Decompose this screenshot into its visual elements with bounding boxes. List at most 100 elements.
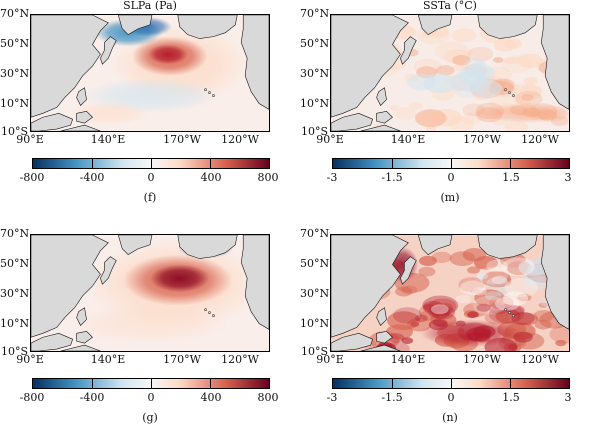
panel-letter: (g) [142,411,158,424]
colorbar-label: -1.5 [381,391,403,404]
anomaly-patch [451,28,477,43]
anomaly-patch [482,271,512,288]
anomaly-patch [458,277,485,293]
anomaly-patch [494,296,520,311]
anomaly-patch [517,293,532,302]
island [504,88,507,92]
anomaly-patch [423,74,458,94]
anomaly-patch [467,266,481,274]
map-slp-f [30,14,270,132]
map-svg [331,235,569,351]
lon-label: 90°E [316,133,344,146]
anomaly-patch [409,101,423,110]
lat-label: 10°N [300,97,330,110]
colorbar-label: 800 [257,171,279,184]
anomaly-patch [533,310,555,322]
anomaly-patch [486,277,509,290]
colorbar-label: 3 [564,171,572,184]
anomaly-patch [516,312,539,326]
panel-title: SSTa (°C) [423,0,477,12]
colorbar-label: -3 [326,391,338,404]
lat-label: 30°N [300,67,330,80]
lat-label: 70°N [0,7,30,20]
anomaly-patch [426,126,437,131]
landmass [376,111,393,124]
landmass [417,235,453,256]
lon-label: 90°E [16,133,44,146]
anomaly-patch [462,103,486,117]
anomaly-patch [467,46,494,62]
anomaly-patch [418,266,436,277]
landmass [76,111,93,124]
anomaly-patch [495,308,521,324]
island [204,88,207,92]
panel-f: SLPa (Pa) 70°N 50°N 30°N 10°N 10°S 90°E … [0,0,300,210]
panel-letter: (n) [442,411,458,424]
lat-label: 10°S [300,125,328,138]
landmass [240,235,269,330]
landmass [31,112,74,131]
anomaly-patch [389,105,399,111]
panel-g: 70°N 50°N 30°N 10°N 10°S 90°E 140°E 170°… [0,220,300,429]
anomaly-patch [392,307,422,324]
landmass [60,124,101,131]
anomaly-patch [486,259,509,273]
anomaly-patch [534,319,552,330]
anomaly-blob [150,264,210,293]
lon-label: 140°E [390,353,426,366]
anomaly-patch [413,58,442,75]
colorbar-tick [392,379,393,388]
anomaly-patch [436,65,455,76]
island [508,91,511,95]
anomaly-patch [462,248,487,262]
colorbar-label: -400 [79,391,105,404]
anomaly-patch [459,280,486,296]
map-svg [31,15,269,131]
anomaly-patch [523,284,534,290]
anomaly-patch [414,314,428,322]
landmass [76,307,87,326]
lon-label: 120°W [521,353,559,366]
colorbar-tick [92,159,93,168]
landmass [400,256,417,285]
landmass [400,36,417,65]
landmass [100,256,117,285]
colorbar-tick [510,379,511,388]
island [208,91,211,95]
map-sst-n [330,234,570,352]
anomaly-patch [474,61,486,68]
anomaly-patch [404,73,419,83]
colorbar-label: 800 [257,391,279,404]
colorbar-label: 0 [147,171,155,184]
colorbar-tick [151,159,152,168]
panel-letter: (f) [143,191,157,204]
map-slp-g [30,234,270,352]
colorbar-label: 400 [200,391,222,404]
landmass [360,344,401,351]
colorbar-label: -800 [19,391,45,404]
colorbar [332,378,570,389]
anomaly-patch [488,302,509,315]
landmass [331,15,409,118]
anomaly-patch [497,286,517,298]
lon-label: 170°W [163,353,201,366]
colorbar-label: -3 [326,171,338,184]
anomaly-patch [517,53,543,69]
anomaly-patch [423,300,444,313]
landmass [177,235,238,259]
landmass [540,15,569,110]
anomaly-patch [469,66,492,80]
anomaly-patch [484,291,502,301]
lon-label: 120°W [221,133,259,146]
landmass [376,87,387,106]
lon-label: 120°W [221,353,259,366]
anomaly-patch [538,302,548,308]
anomaly-patch [465,58,486,70]
anomaly-patch [502,291,529,306]
colorbar [32,158,270,169]
lat-label: 30°N [0,67,30,80]
panel-letter: (m) [440,191,460,204]
colorbar-tick [151,379,152,388]
anomaly-patch [470,288,480,294]
anomaly-patch [472,80,503,98]
